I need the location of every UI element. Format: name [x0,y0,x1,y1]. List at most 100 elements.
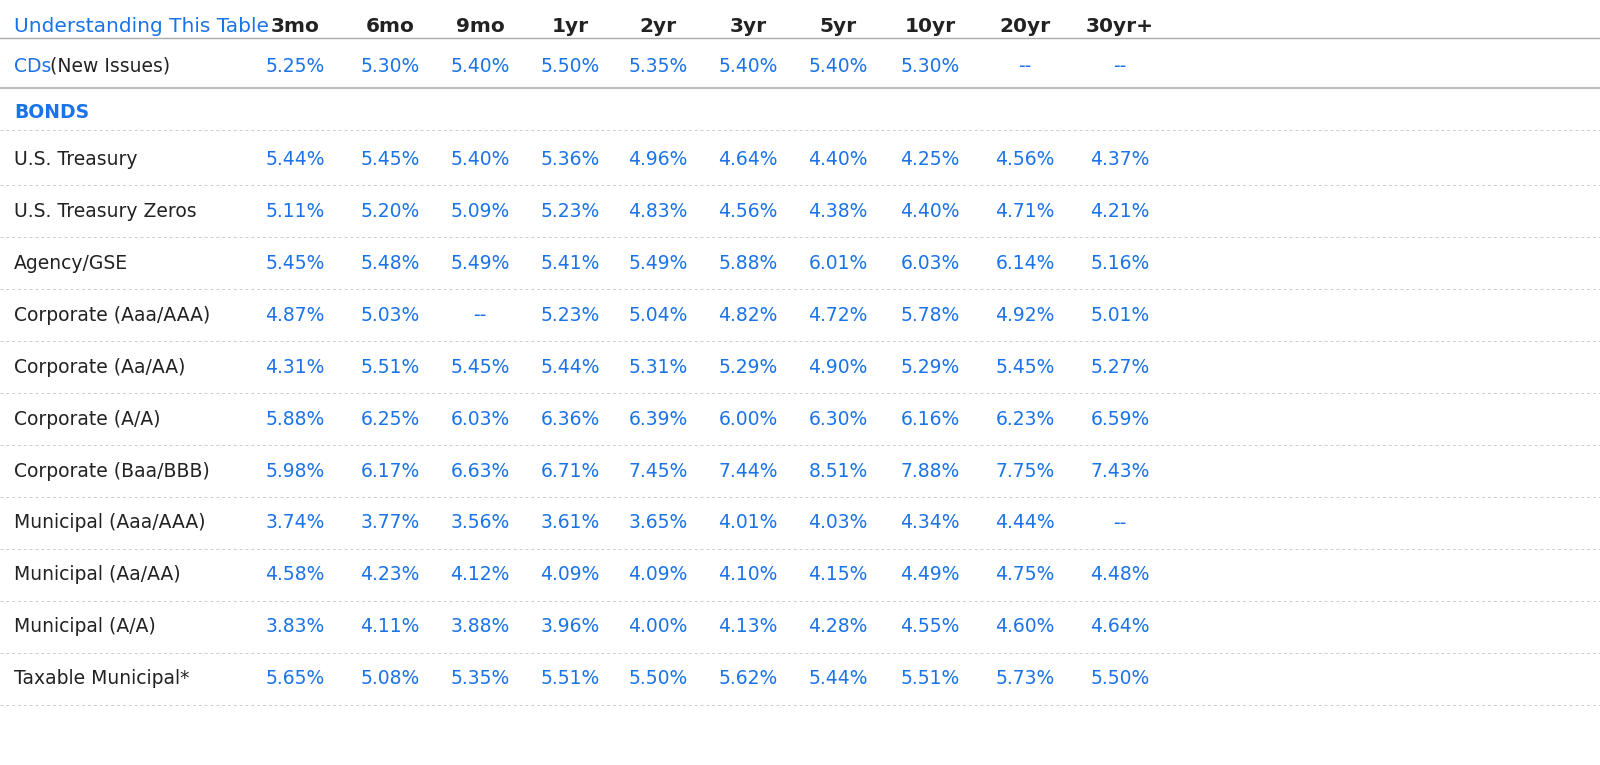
Text: Municipal (Aa/AA): Municipal (Aa/AA) [14,565,181,584]
Text: Understanding This Table: Understanding This Table [14,17,269,35]
Text: 9mo: 9mo [456,17,504,35]
Text: 5yr: 5yr [819,17,856,35]
Text: 4.64%: 4.64% [1090,617,1150,636]
Text: 4.12%: 4.12% [450,565,510,584]
Text: 1yr: 1yr [552,17,589,35]
Text: 4.90%: 4.90% [808,357,867,376]
Text: BONDS: BONDS [14,103,90,122]
Text: 3yr: 3yr [730,17,766,35]
Text: 4.60%: 4.60% [995,617,1054,636]
Text: 4.83%: 4.83% [629,201,688,220]
Text: 5.11%: 5.11% [266,201,325,220]
Text: 4.13%: 4.13% [718,617,778,636]
Text: 5.23%: 5.23% [541,201,600,220]
Text: Municipal (A/A): Municipal (A/A) [14,617,155,636]
Text: 5.88%: 5.88% [266,409,325,428]
Text: 4.56%: 4.56% [718,201,778,220]
Text: 4.11%: 4.11% [360,617,419,636]
Text: 5.78%: 5.78% [901,305,960,324]
Text: 4.71%: 4.71% [995,201,1054,220]
Text: 5.30%: 5.30% [360,57,419,76]
Text: 5.25%: 5.25% [266,57,325,76]
Text: 4.09%: 4.09% [629,565,688,584]
Text: 7.43%: 7.43% [1090,461,1150,480]
Text: 3mo: 3mo [270,17,320,35]
Text: 4.10%: 4.10% [718,565,778,584]
Text: Municipal (Aaa/AAA): Municipal (Aaa/AAA) [14,513,205,532]
Text: --: -- [1114,57,1126,76]
Text: 5.51%: 5.51% [901,669,960,688]
Text: 4.49%: 4.49% [901,565,960,584]
Text: 7.88%: 7.88% [901,461,960,480]
Text: 5.29%: 5.29% [901,357,960,376]
Text: 5.01%: 5.01% [1090,305,1150,324]
Text: Corporate (Aaa/AAA): Corporate (Aaa/AAA) [14,305,210,324]
Text: 5.98%: 5.98% [266,461,325,480]
Text: 4.58%: 4.58% [266,565,325,584]
Text: 6.25%: 6.25% [360,409,419,428]
Text: 6.16%: 6.16% [901,409,960,428]
Text: 4.72%: 4.72% [808,305,867,324]
Text: 5.29%: 5.29% [718,357,778,376]
Text: 6.63%: 6.63% [450,461,510,480]
Text: 5.16%: 5.16% [1090,253,1150,272]
Text: 4.48%: 4.48% [1090,565,1150,584]
Text: 4.55%: 4.55% [901,617,960,636]
Text: 8.51%: 8.51% [808,461,867,480]
Text: 5.41%: 5.41% [541,253,600,272]
Text: 20yr: 20yr [1000,17,1051,35]
Text: 7.44%: 7.44% [718,461,778,480]
Text: 30yr+: 30yr+ [1086,17,1154,35]
Text: 3.77%: 3.77% [360,513,419,532]
Text: 5.36%: 5.36% [541,149,600,168]
Text: 6.39%: 6.39% [629,409,688,428]
Text: 4.31%: 4.31% [266,357,325,376]
Text: 6.23%: 6.23% [995,409,1054,428]
Text: 3.74%: 3.74% [266,513,325,532]
Text: 5.23%: 5.23% [541,305,600,324]
Text: 5.48%: 5.48% [360,253,419,272]
Text: 4.25%: 4.25% [901,149,960,168]
Text: 4.37%: 4.37% [1090,149,1150,168]
Text: 6.59%: 6.59% [1090,409,1150,428]
Text: 4.01%: 4.01% [718,513,778,532]
Text: 4.38%: 4.38% [808,201,867,220]
Text: 5.44%: 5.44% [541,357,600,376]
Text: 4.40%: 4.40% [901,201,960,220]
Text: 5.03%: 5.03% [360,305,419,324]
Text: 5.40%: 5.40% [450,149,510,168]
Text: --: -- [474,305,486,324]
Text: 4.92%: 4.92% [995,305,1054,324]
Text: 5.35%: 5.35% [450,669,510,688]
Text: Agency/GSE: Agency/GSE [14,253,128,272]
Text: 5.35%: 5.35% [629,57,688,76]
Text: CDs: CDs [14,57,51,76]
Text: 3.61%: 3.61% [541,513,600,532]
Text: 4.09%: 4.09% [541,565,600,584]
Text: 5.45%: 5.45% [450,357,510,376]
Text: U.S. Treasury Zeros: U.S. Treasury Zeros [14,201,197,220]
Text: Corporate (A/A): Corporate (A/A) [14,409,160,428]
Text: 6.71%: 6.71% [541,461,600,480]
Text: 5.50%: 5.50% [1090,669,1150,688]
Text: U.S. Treasury: U.S. Treasury [14,149,138,168]
Text: 5.09%: 5.09% [450,201,510,220]
Text: 5.62%: 5.62% [718,669,778,688]
Text: 4.56%: 4.56% [995,149,1054,168]
Text: Corporate (Aa/AA): Corporate (Aa/AA) [14,357,186,376]
Text: 4.21%: 4.21% [1090,201,1150,220]
Text: 10yr: 10yr [904,17,955,35]
Text: 5.31%: 5.31% [629,357,688,376]
Text: 6.36%: 6.36% [541,409,600,428]
Text: 6.17%: 6.17% [360,461,419,480]
Text: 5.65%: 5.65% [266,669,325,688]
Text: 2yr: 2yr [640,17,677,35]
Text: 4.87%: 4.87% [266,305,325,324]
Text: 3.96%: 3.96% [541,617,600,636]
Text: 5.51%: 5.51% [541,669,600,688]
Text: 7.75%: 7.75% [995,461,1054,480]
Text: --: -- [1018,57,1032,76]
Text: 4.28%: 4.28% [808,617,867,636]
Text: 4.00%: 4.00% [629,617,688,636]
Text: 5.27%: 5.27% [1090,357,1150,376]
